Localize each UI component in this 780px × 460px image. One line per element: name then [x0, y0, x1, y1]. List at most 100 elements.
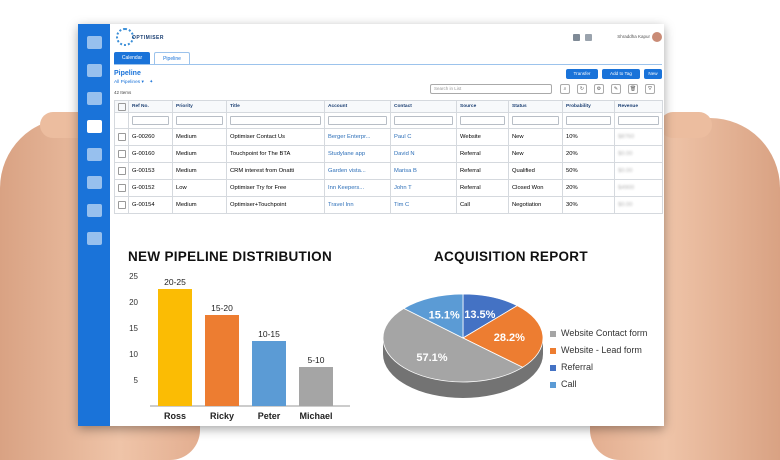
y-tick-label: 20	[129, 298, 138, 307]
legend-item: Website - Lead form	[550, 345, 642, 355]
cell-probability: 10%	[562, 128, 615, 146]
cell-revenue: $8760	[614, 128, 663, 146]
tab-pipeline[interactable]: Pipeline	[154, 52, 190, 65]
cell-account[interactable]: Inn Keepers...	[324, 179, 391, 197]
right-thumb	[660, 112, 712, 138]
user-name[interactable]: Shraddha Kapur	[617, 34, 650, 39]
data-label: 5-10	[307, 355, 324, 365]
bar-chart-title: NEW PIPELINE DISTRIBUTION	[128, 249, 333, 264]
row-checkbox[interactable]	[118, 167, 126, 175]
legend-label: Website - Lead form	[561, 345, 642, 355]
pie-chart-title: ACQUISITION REPORT	[434, 249, 588, 264]
cell-source: Referral	[456, 145, 509, 163]
notification-icon[interactable]	[573, 34, 580, 41]
filter-cell	[562, 112, 615, 129]
pin-icon[interactable]: ✦	[149, 80, 154, 85]
cell-ref: G-00153	[128, 162, 173, 180]
legend-item: Website Contact form	[550, 328, 647, 338]
edit-icon[interactable]: ✎	[611, 84, 621, 94]
handshake-icon[interactable]	[87, 120, 102, 133]
document-icon[interactable]	[87, 232, 102, 245]
filter-icon[interactable]: ⛛	[645, 84, 655, 94]
filter-title-input[interactable]	[230, 116, 321, 125]
cell-ref: G-00260	[128, 128, 173, 146]
cell-contact[interactable]: Paul C	[390, 128, 457, 146]
avatar[interactable]	[652, 32, 662, 42]
search-input[interactable]: Search in List	[430, 84, 552, 94]
column-header-source[interactable]: Source	[456, 100, 509, 113]
cell-account[interactable]: Garden vista...	[324, 162, 391, 180]
cell-source: Call	[456, 196, 509, 214]
select-all-header[interactable]	[114, 100, 129, 113]
table-row[interactable]: G-00260 Medium Optimiser Contact Us Berger …	[114, 128, 663, 146]
mail-icon[interactable]	[87, 148, 102, 161]
filter-source-input[interactable]	[460, 116, 505, 125]
row-checkbox-cell	[114, 145, 129, 163]
calendar-small-icon[interactable]	[585, 34, 592, 41]
filter-probability-input[interactable]	[566, 116, 611, 125]
filter-cell	[128, 112, 173, 129]
filter-priority-select[interactable]	[176, 116, 223, 125]
column-header-priority[interactable]: Priority	[172, 100, 227, 113]
column-header-title[interactable]: Title	[226, 100, 325, 113]
legend-swatch	[550, 364, 556, 371]
transfer-button[interactable]: Transfer	[566, 69, 598, 79]
cell-account[interactable]: Berger Enterpr...	[324, 128, 391, 146]
column-header-account[interactable]: Account	[324, 100, 391, 113]
add-to-tag-button[interactable]: Add to Tag	[602, 69, 640, 79]
settings-icon[interactable]: ⚙	[594, 84, 604, 94]
select-all-checkbox[interactable]	[118, 102, 126, 111]
briefcase-icon[interactable]	[87, 64, 102, 77]
table-row[interactable]: G-00160 Medium Touchpoint for The BTA Study…	[114, 145, 663, 163]
cell-status: Closed Won	[508, 179, 563, 197]
filter-account-input[interactable]	[328, 116, 387, 125]
calendar-icon[interactable]	[87, 36, 102, 49]
search-icon[interactable]: ⌕	[560, 84, 570, 94]
page-title: Pipeline	[114, 70, 141, 77]
cell-contact[interactable]: David N	[390, 145, 457, 163]
cell-account[interactable]: Travel Inn	[324, 196, 391, 214]
row-checkbox[interactable]	[118, 201, 126, 209]
bar-ross	[158, 289, 192, 406]
cell-contact[interactable]: Tim C	[390, 196, 457, 214]
table-row[interactable]: G-00153 Medium CRM interest from Onatti Gar…	[114, 162, 663, 180]
refresh-icon[interactable]: ↻	[577, 84, 587, 94]
folder-icon[interactable]	[87, 204, 102, 217]
list-icon[interactable]	[87, 176, 102, 189]
cell-account[interactable]: Studylane app	[324, 145, 391, 163]
pie-value-label: 28.2%	[494, 332, 525, 344]
legend-label: Website Contact form	[561, 328, 648, 338]
bar-chart: 5 10 15 20 25 20-25 Ross 15-20 Ricky 10-15 Peter 5-…	[129, 272, 350, 421]
pipeline-filter[interactable]: All Pipelines ▾ ✦	[114, 80, 153, 85]
tab-calendar[interactable]: Calendar	[114, 52, 150, 64]
cell-priority: Low	[172, 179, 227, 197]
column-header-contact[interactable]: Contact	[390, 100, 457, 113]
column-header-ref[interactable]: Ref No.	[128, 100, 173, 113]
filter-status-select[interactable]	[512, 116, 559, 125]
new-button[interactable]: New	[644, 69, 662, 79]
table-row[interactable]: G-00152 Low Optimiser Try for Free Inn Keep…	[114, 179, 663, 197]
row-checkbox[interactable]	[118, 150, 126, 158]
row-checkbox[interactable]	[118, 133, 126, 141]
cell-title: Optimiser+Touchpoint	[226, 196, 325, 214]
row-checkbox[interactable]	[118, 184, 126, 192]
filter-contact-input[interactable]	[394, 116, 453, 125]
cell-contact[interactable]: Marisa B	[390, 162, 457, 180]
cell-priority: Medium	[172, 196, 227, 214]
cell-title: Touchpoint for The BTA	[226, 145, 325, 163]
table-row[interactable]: G-00154 Medium Optimiser+Touchpoint Travel …	[114, 196, 663, 214]
filter-cell	[172, 112, 227, 129]
cell-revenue: $0.00	[614, 145, 663, 163]
column-header-probability[interactable]: Probability	[562, 100, 615, 113]
delete-icon[interactable]: 🗑	[628, 84, 638, 94]
cell-source: Website	[456, 128, 509, 146]
contact-card-icon[interactable]	[87, 92, 102, 105]
filter-cell	[226, 112, 325, 129]
column-header-status[interactable]: Status	[508, 100, 563, 113]
filter-ref-input[interactable]	[132, 116, 169, 125]
cell-source: Referral	[456, 162, 509, 180]
row-checkbox-cell	[114, 179, 129, 197]
cell-contact[interactable]: John T	[390, 179, 457, 197]
column-header-revenue[interactable]: Revenue	[614, 100, 663, 113]
filter-revenue-input[interactable]	[618, 116, 659, 125]
